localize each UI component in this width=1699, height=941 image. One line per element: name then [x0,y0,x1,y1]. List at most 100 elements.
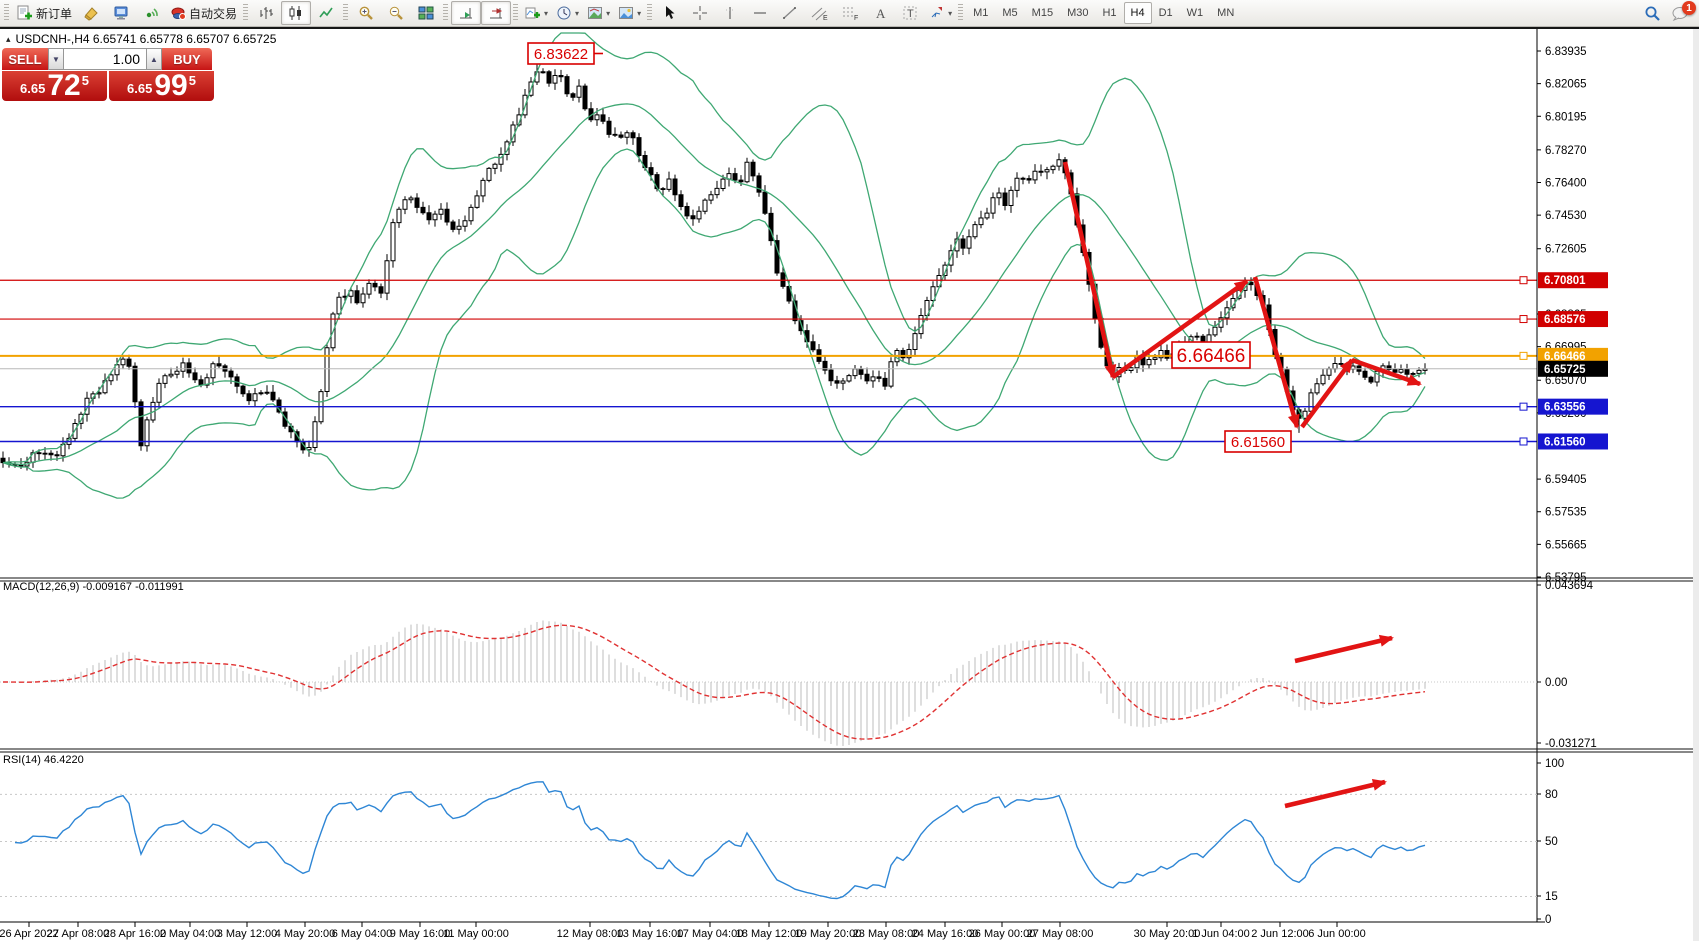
zoom-in-button[interactable] [351,1,381,25]
templates-button[interactable]: ▾ [583,1,614,25]
annotation-price-label-box[interactable] [1224,430,1292,453]
toolbar-grip[interactable] [243,4,249,22]
timeframe-w1-button[interactable]: W1 [1186,7,1204,19]
search-icon[interactable] [1644,5,1661,22]
timeframe-h4-button[interactable]: H4 [1123,2,1152,24]
time-tick-label: 2 May 04:00 [160,928,221,940]
timeframe-m30-button[interactable]: M30 [1067,7,1089,19]
timeframe-m15-button[interactable]: M15 [1031,7,1054,19]
shapes-icon [929,5,945,21]
fibonacci-tool-button[interactable]: F [835,1,865,25]
annotation-price-label-box[interactable] [1171,341,1251,369]
annotation-price-label[interactable]: 6.83622 [534,46,588,63]
metaeditor-button[interactable] [76,1,106,25]
cursor-icon [662,5,678,21]
time-tick-label: 3 May 12:00 [217,928,278,940]
main-price-panel [0,32,1537,499]
line-handle[interactable] [1519,276,1528,285]
trend-annotation-arrow[interactable] [1062,161,1117,379]
sell-price-sup: 5 [81,73,89,88]
line-handle[interactable] [1519,351,1528,360]
toolbar-grip[interactable] [443,4,449,22]
macd-annotation-arrow[interactable] [1294,634,1394,664]
timeframe-d1-button[interactable]: D1 [1158,7,1173,19]
shapes-tool-button-dropdown-icon[interactable]: ▾ [948,8,953,18]
timeframe-m5-button[interactable]: M5 [1002,7,1018,19]
chart-line-button[interactable] [311,1,341,25]
line-handle[interactable] [1519,437,1528,446]
crosshair-tool-button[interactable] [685,1,715,25]
sell-button[interactable]: SELL [2,48,48,70]
annotation-price-label[interactable]: 6.66466 [1177,346,1246,367]
periods-button-dropdown-icon[interactable]: ▾ [575,8,580,18]
time-tick-label: 26 May 00:00 [969,928,1036,940]
macd-panel: MACD(12,26,9) -0.009167 -0.011991 [0,581,1537,746]
time-tick-label: 23 May 08:00 [853,928,920,940]
text-tool-button[interactable]: A [865,1,895,25]
sell-price[interactable]: 6.65 72 5 [2,71,107,101]
new-chart-button-dropdown-icon[interactable]: ▾ [544,8,549,18]
tile-windows-button[interactable] [411,1,441,25]
buy-price[interactable]: 6.65 99 5 [109,71,214,101]
price-level-box-label: 6.63556 [1544,402,1586,414]
annotation-price-label[interactable]: 6.61560 [1231,434,1285,451]
terminal-button[interactable] [106,1,136,25]
zoom-out-button[interactable] [381,1,411,25]
macd-signal-line [3,624,1426,740]
toolbar-grip[interactable] [958,4,964,22]
autotrading-button[interactable]: 自动交易 [166,1,241,25]
trend-annotation-arrow[interactable] [1111,279,1249,379]
trendline-tool-button[interactable] [775,1,805,25]
toolbar-grip[interactable] [343,4,349,22]
horizontal-line-tool-button[interactable] [745,1,775,25]
monitor-icon [113,5,129,21]
volume-input[interactable] [64,48,146,70]
channel-tool-button[interactable]: E [805,1,835,25]
profiles-button-dropdown-icon[interactable]: ▾ [637,8,642,18]
axis-tick-label: 6.55665 [1545,539,1587,551]
notifications-button[interactable]: 1 [1671,1,1696,21]
price-level-box [1538,347,1608,364]
toolbar-grip[interactable] [4,4,9,22]
buy-button[interactable]: BUY [162,48,212,70]
rsi-line [14,781,1426,900]
channel-icon: E [811,5,829,21]
zoom-in-icon [358,5,374,21]
eraser-icon [83,5,99,21]
chart-bars-button[interactable] [251,1,281,25]
shapes-tool-button[interactable]: ▾ [925,1,956,25]
rsi-annotation-arrow[interactable] [1284,778,1387,809]
new-order-button[interactable]: 新订单 [12,1,76,25]
trend-annotation-arrow[interactable] [1351,357,1422,387]
toolbar-grip[interactable] [647,4,653,22]
line-handle[interactable] [1519,315,1528,324]
volume-decrease-button[interactable]: ▼ [48,48,64,70]
chart-shift-button[interactable] [481,1,512,25]
axis-tick-label: 6.78270 [1545,145,1587,157]
volume-increase-button[interactable]: ▲ [146,48,162,70]
timeframe-h1-button[interactable]: H1 [1102,7,1117,19]
toolbar-grip[interactable] [513,4,519,22]
main-toolbar: 新订单 自动交易 ▾ ▾ ▾ ▾ E F A T ▾ M1 M5 M15 M30 H1 H4 D1 W1 MN 1 [0,0,1699,27]
rsi-axis-label: 80 [1545,789,1558,801]
axis-tick-label: 6.65070 [1545,375,1587,387]
new-chart-button[interactable]: ▾ [521,1,552,25]
signals-button[interactable] [136,1,166,25]
profiles-button[interactable]: ▾ [614,1,645,25]
trend-annotation-arrow[interactable] [1252,276,1300,429]
templates-button-dropdown-icon[interactable]: ▾ [606,8,611,18]
price-axis: 6.83935 6.82065 6.80195 6.78270 6.76400 6.745… [1536,29,1608,926]
cursor-tool-button[interactable] [655,1,685,25]
vertical-line-tool-button[interactable] [715,1,745,25]
line-handle[interactable] [1519,402,1528,411]
periods-button[interactable]: ▾ [552,1,583,25]
buy-price-prefix: 6.65 [127,81,153,96]
chart-candles-button[interactable] [281,1,312,25]
rsi-axis-label: 50 [1545,836,1558,848]
auto-scroll-button[interactable] [451,1,482,25]
trend-annotation-arrow[interactable] [1300,358,1354,429]
text-label-tool-button[interactable]: T [895,1,925,25]
timeframe-m1-button[interactable]: M1 [973,7,989,19]
buy-price-big: 99 [154,69,188,102]
timeframe-mn-button[interactable]: MN [1217,7,1235,19]
